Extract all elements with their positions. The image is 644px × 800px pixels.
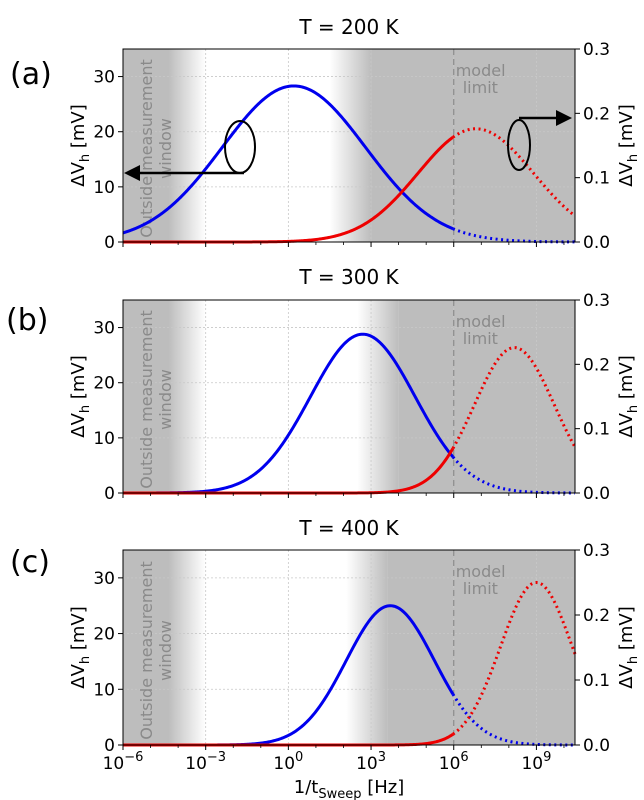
y-left-tick-label: 30 (93, 569, 115, 589)
shaded-region-right (398, 300, 575, 493)
plot-area-c: Outside measurementwindow model limit 10−6 1… (68, 541, 641, 800)
series-blue-line (122, 84, 454, 235)
y-right-axis-label: ΔVh [mV] (616, 606, 641, 689)
x-tick-label: 103 (356, 750, 386, 774)
panel-label-a: (a) (10, 57, 52, 92)
series-red-extrapolated (451, 346, 577, 450)
x-tick-label: 109 (521, 750, 551, 774)
y-right-tick-label: 0.0 (583, 233, 610, 253)
left-arrow-head (124, 165, 140, 181)
y-left-axis-label: ΔVh [mV] (68, 355, 93, 438)
model-limit-label: model limit (456, 61, 506, 97)
title-a: T = 200 K (298, 15, 399, 39)
y-left-tick-label: 30 (93, 68, 115, 88)
y-left-tick-label: 10 (93, 178, 115, 198)
y-left-tick-label: 20 (93, 123, 115, 143)
x-tick-label: 10−6 (103, 750, 144, 774)
shaded-region-right (387, 550, 575, 745)
series-red-extrapolated (452, 580, 577, 736)
series-blue-extrapolated (452, 227, 576, 244)
y-left-tick-label: 10 (93, 429, 115, 449)
y-right-tick-label: 0.2 (583, 355, 610, 375)
right-arrow-head (556, 110, 572, 126)
series-red-extrapolated (452, 127, 576, 218)
y-right-tick-label: 0.2 (583, 104, 610, 124)
y-right-tick-label: 0.3 (583, 541, 610, 561)
y-right-axis-label: ΔVh [mV] (616, 355, 641, 438)
shaded-region-left (123, 300, 206, 493)
y-left-tick-label: 20 (93, 625, 115, 645)
y-left-tick-label: 0 (104, 484, 115, 504)
y-left-tick-label: 0 (104, 233, 115, 253)
panel-a: T = 200 K (a) Outside measurementwindow m… (10, 15, 641, 253)
right-axis-indicator-ellipse (507, 119, 531, 171)
y-left-tick-label: 30 (93, 319, 115, 339)
shaded-region-label: Outside measurementwindow (137, 59, 175, 238)
panel-c: T = 400 K (c) Outside measurementwindow m… (10, 516, 641, 800)
y-right-axis-label: ΔVh [mV] (616, 104, 641, 187)
x-tick-label: 100 (273, 750, 303, 774)
y-left-tick-label: 20 (93, 374, 115, 394)
y-right-tick-label: 0.1 (583, 169, 610, 189)
y-left-tick-label: 0 (104, 736, 115, 756)
title-c: T = 400 K (298, 516, 399, 540)
panel-label-c: (c) (10, 545, 50, 580)
y-left-axis-label: ΔVh [mV] (68, 104, 93, 187)
y-left-tick-label: 10 (93, 680, 115, 700)
y-right-tick-label: 0.2 (583, 606, 610, 626)
plot-area-a: Outside measurementwindow model limit 0 10 20… (68, 40, 641, 253)
axes-frame (122, 48, 576, 243)
shaded-region-label: Outside measurementwindow (137, 561, 175, 740)
x-tick-label: 106 (439, 750, 469, 774)
axes-frame (122, 549, 576, 746)
left-axis-indicator-ellipse (224, 120, 256, 174)
axes-frame (122, 299, 576, 494)
y-right-tick-label: 0.3 (583, 291, 610, 311)
title-b: T = 300 K (298, 265, 399, 289)
y-right-tick-label: 0.3 (583, 40, 610, 60)
shaded-region-right-fade (357, 300, 399, 493)
model-limit-label: model limit (456, 562, 506, 598)
y-right-tick-label: 0.0 (583, 484, 610, 504)
model-limit-label: model limit (456, 312, 506, 348)
x-tick-label: 10−3 (185, 750, 226, 774)
panel-b: T = 300 K (b) Outside measurementwindow m… (6, 265, 641, 504)
plot-area-b: Outside measurementwindow model limit 0 10 20… (68, 291, 641, 504)
y-right-tick-label: 0.1 (583, 671, 610, 691)
shaded-region-label: Outside measurementwindow (137, 310, 175, 489)
y-right-tick-label: 0.0 (583, 736, 610, 756)
x-axis-label: 1/tSweep [Hz] (294, 777, 404, 800)
shaded-region-right (371, 49, 575, 242)
series-blue-extrapolated (451, 455, 576, 495)
y-right-tick-label: 0.1 (583, 420, 610, 440)
panel-label-b: (b) (6, 303, 48, 338)
shaded-region-left (123, 550, 206, 745)
y-left-axis-label: ΔVh [mV] (68, 606, 93, 689)
